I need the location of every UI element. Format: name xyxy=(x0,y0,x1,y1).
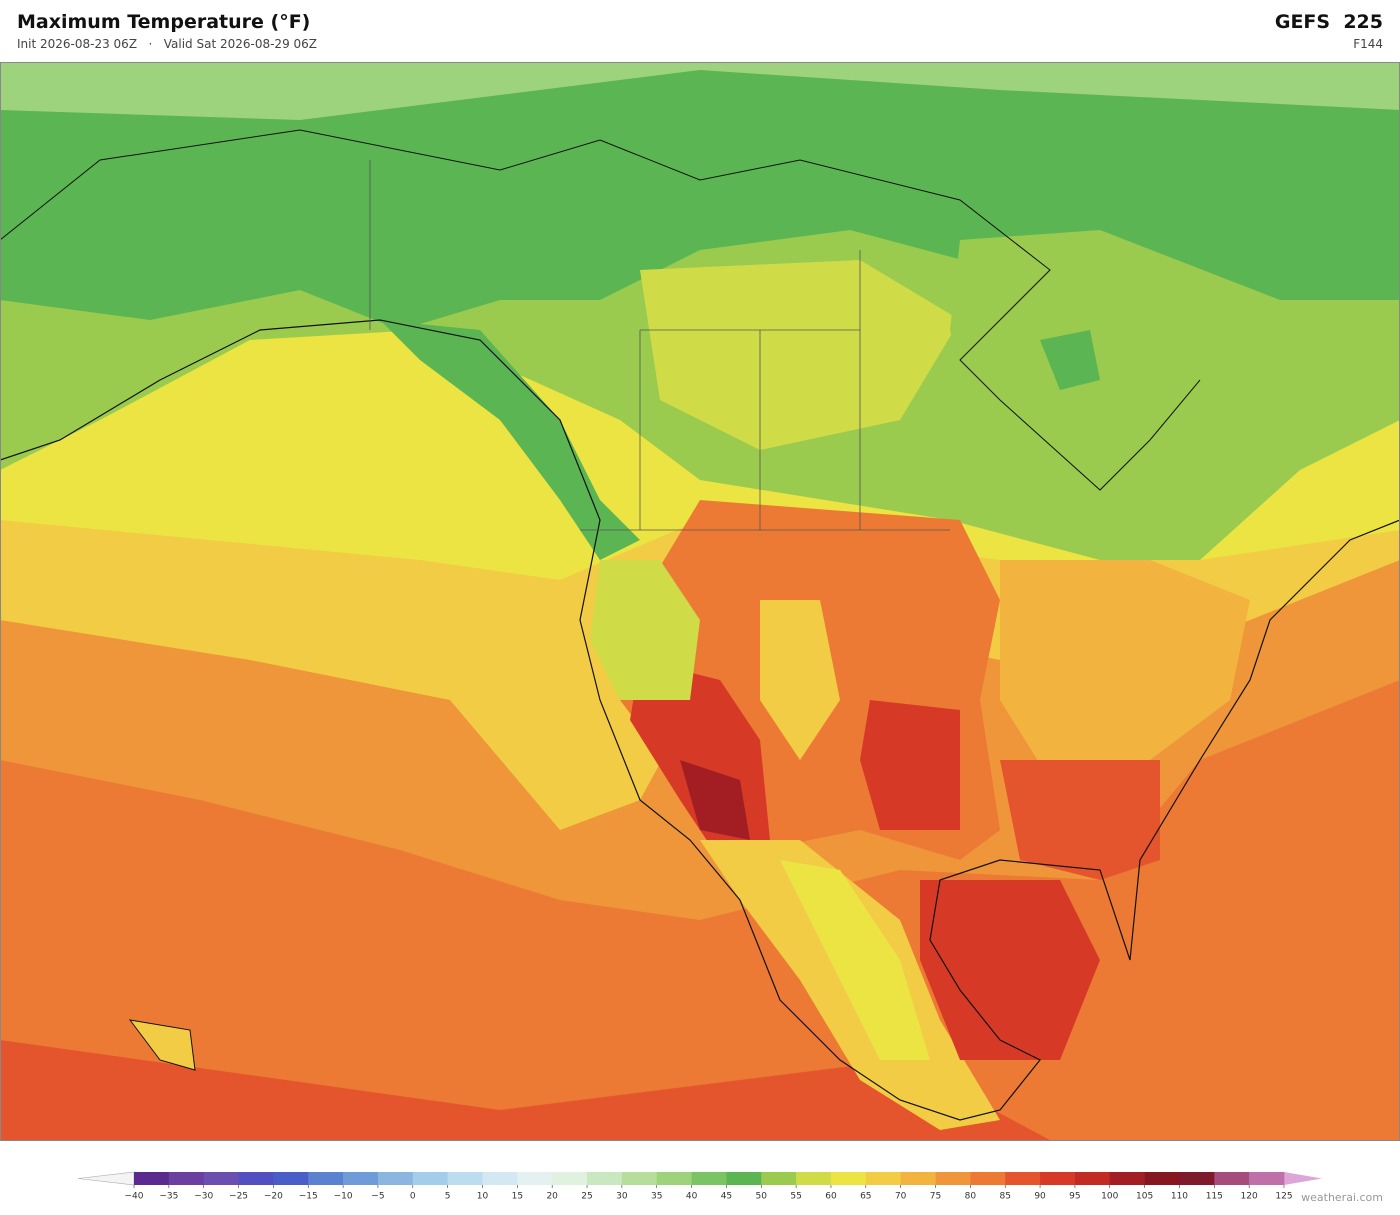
colorbar-tick-label: 45 xyxy=(721,1192,732,1202)
colorbar-bin xyxy=(412,1172,448,1185)
colorbar-under xyxy=(77,1171,135,1186)
colorbar-bin xyxy=(1144,1172,1180,1185)
colorbar-bin xyxy=(168,1172,204,1185)
colorbar-bin xyxy=(656,1172,692,1185)
colorbar-bin xyxy=(1005,1172,1041,1185)
colorbar-tick-label: −10 xyxy=(334,1192,353,1202)
colorbar-bin xyxy=(447,1172,483,1185)
colorbar-tick-label: 35 xyxy=(651,1192,662,1202)
colorbar-bin xyxy=(377,1172,414,1185)
forecast-hour: F144 xyxy=(1353,37,1383,51)
colorbar-bin xyxy=(1040,1172,1076,1185)
colorbar-tick-label: 90 xyxy=(1034,1192,1046,1202)
colorbar-bin xyxy=(1179,1172,1215,1185)
colorbar-tick-label: 15 xyxy=(512,1192,523,1202)
colorbar-bin xyxy=(761,1172,797,1185)
colorbar-bin xyxy=(587,1172,623,1185)
colorbar-tick-label: −30 xyxy=(194,1192,213,1202)
colorbar-bin xyxy=(308,1172,344,1185)
colorbar-tick-label: 110 xyxy=(1171,1192,1188,1202)
colorbar-tick-label: 55 xyxy=(790,1192,801,1202)
colorbar-bin xyxy=(482,1172,518,1185)
map xyxy=(0,62,1400,1141)
colorbar-bin xyxy=(935,1172,971,1185)
watermark: weatherai.com xyxy=(1301,1191,1383,1204)
colorbar-tick-label: 65 xyxy=(860,1192,871,1202)
colorbar-tick-label: 30 xyxy=(616,1192,628,1202)
colorbar-bin xyxy=(273,1172,309,1185)
colorbar-tick-label: 50 xyxy=(756,1192,768,1202)
colorbar-bin xyxy=(343,1172,379,1185)
colorbar-tick-label: 75 xyxy=(930,1192,941,1202)
colorbar-tick-label: −15 xyxy=(299,1192,318,1202)
colorbar-bin xyxy=(203,1172,239,1185)
colorbar-tick-label: 80 xyxy=(965,1192,977,1202)
title: Maximum Temperature (°F) xyxy=(17,11,310,33)
colorbar-tick-label: 115 xyxy=(1206,1192,1223,1202)
colorbar-tick-label: 60 xyxy=(825,1192,837,1202)
colorbar-bin xyxy=(1109,1172,1145,1185)
colorbar-tick-label: 40 xyxy=(686,1192,698,1202)
colorbar-tick-label: 25 xyxy=(581,1192,592,1202)
colorbar-bin xyxy=(621,1172,658,1185)
colorbar-tick-label: −40 xyxy=(125,1192,144,1202)
colorbar-tick-label: 120 xyxy=(1241,1192,1258,1202)
colorbar-tick-label: 70 xyxy=(895,1192,907,1202)
model-name: GEFS 225 xyxy=(1275,11,1383,33)
colorbar-bin xyxy=(796,1172,832,1185)
colorbar-bin xyxy=(517,1172,553,1185)
colorbar-over xyxy=(1284,1172,1322,1185)
colorbar-tick-label: −5 xyxy=(371,1192,384,1202)
colorbar-bin xyxy=(726,1172,762,1185)
colorbar-tick-label: 105 xyxy=(1136,1192,1153,1202)
colorbar: −40 −35 −30 −25 −20 −15 −10 −5 0 5 10 15 20 25 30 35 40 4… xyxy=(77,1171,1322,1202)
colorbar-tick-label: 10 xyxy=(477,1192,489,1202)
colorbar-tick-label: 100 xyxy=(1101,1192,1118,1202)
colorbar-bin xyxy=(1074,1172,1111,1185)
colorbar-tick-label: 20 xyxy=(546,1192,558,1202)
colorbar-tick-label: 5 xyxy=(445,1192,451,1202)
colorbar-tick-label: 0 xyxy=(410,1192,416,1202)
colorbar-tick-label: 125 xyxy=(1275,1192,1292,1202)
colorbar-tick-label: −35 xyxy=(159,1192,178,1202)
colorbar-tick-label: −20 xyxy=(264,1192,283,1202)
colorbar-bin xyxy=(970,1172,1006,1185)
subtitle: Init 2026-08-23 06Z · Valid Sat 2026-08-… xyxy=(17,37,317,51)
colorbar-bin xyxy=(1214,1172,1250,1185)
colorbar-bin xyxy=(830,1172,867,1185)
colorbar-tick-label: 95 xyxy=(1069,1192,1080,1202)
colorbar-bin xyxy=(1249,1172,1285,1185)
colorbar-bin xyxy=(691,1172,727,1185)
colorbar-bin xyxy=(865,1172,901,1185)
colorbar-bin xyxy=(552,1172,588,1185)
colorbar-bin xyxy=(238,1172,274,1185)
colorbar-bin xyxy=(134,1172,170,1185)
colorbar-bin xyxy=(900,1172,936,1185)
colorbar-tick-label: 85 xyxy=(999,1192,1010,1202)
colorbar-tick-label: −25 xyxy=(229,1192,248,1202)
